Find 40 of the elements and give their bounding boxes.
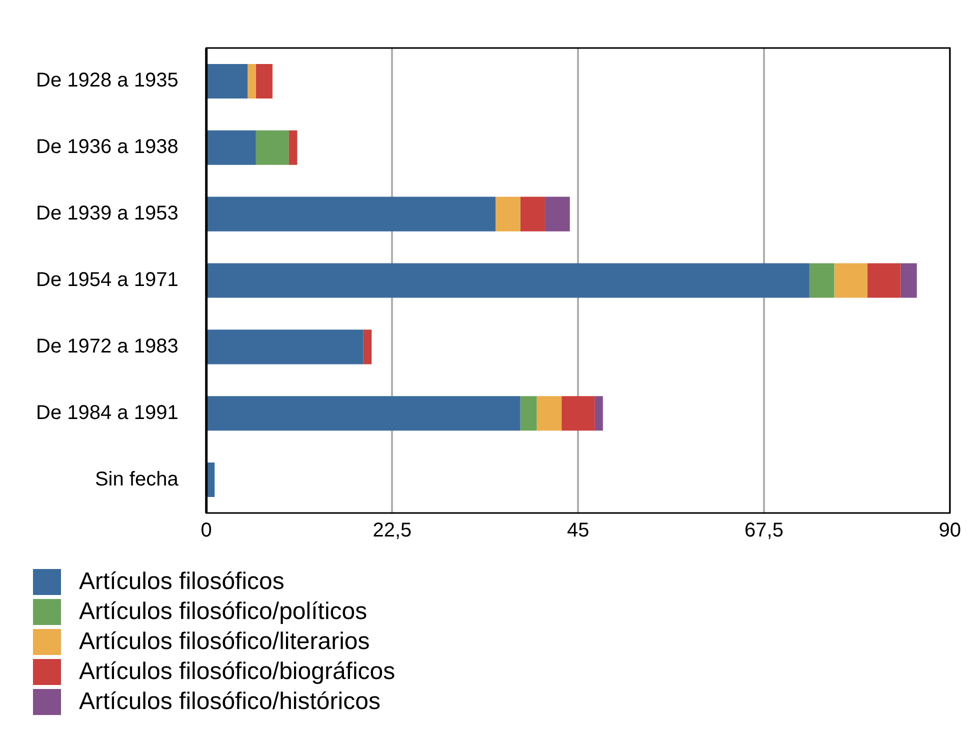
x-tick-label: 67,5 <box>744 520 784 542</box>
bar <box>834 263 868 298</box>
bar <box>562 396 595 431</box>
y-tick-label: De 1954 a 1971 <box>36 269 178 292</box>
legend-label: Artículos filosóficos <box>79 568 284 596</box>
bar <box>809 263 834 298</box>
bar <box>495 196 520 232</box>
bar <box>520 196 546 232</box>
y-tick-label: De 1928 a 1935 <box>36 70 178 92</box>
legend-label: Artículos filosófico/biográficos <box>79 658 396 686</box>
legend-label: Artículos filosófico/literarios <box>79 628 370 656</box>
bar <box>207 196 496 232</box>
bar <box>900 263 917 298</box>
bar <box>545 196 570 232</box>
bar <box>520 396 537 431</box>
bar <box>207 462 215 498</box>
bar <box>207 396 520 431</box>
bar <box>207 64 248 98</box>
legend-label: Artículos filosófico/políticos <box>79 598 368 626</box>
bar <box>207 263 810 298</box>
x-tick-label: 45 <box>566 520 590 542</box>
x-tick-label: 22,5 <box>372 520 412 542</box>
bar <box>207 130 256 165</box>
bar <box>363 330 372 364</box>
y-tick-label: De 1939 a 1953 <box>36 202 178 225</box>
bar <box>256 130 289 165</box>
bar <box>256 64 272 98</box>
legend-label: Artículos filosófico/históricos <box>79 688 380 716</box>
bar <box>248 64 256 98</box>
y-tick-label: De 1936 a 1938 <box>36 136 178 158</box>
y-tick-label: De 1984 a 1991 <box>36 402 178 424</box>
y-tick-label: De 1972 a 1983 <box>36 335 178 358</box>
bar <box>536 396 562 431</box>
bar <box>288 130 298 165</box>
y-tick-label: Sin fecha <box>94 468 180 490</box>
x-tick-label: 0 <box>200 520 212 542</box>
x-tick-label: 90 <box>938 520 961 542</box>
bar <box>867 263 900 298</box>
bar <box>207 330 364 364</box>
bar <box>594 396 603 431</box>
